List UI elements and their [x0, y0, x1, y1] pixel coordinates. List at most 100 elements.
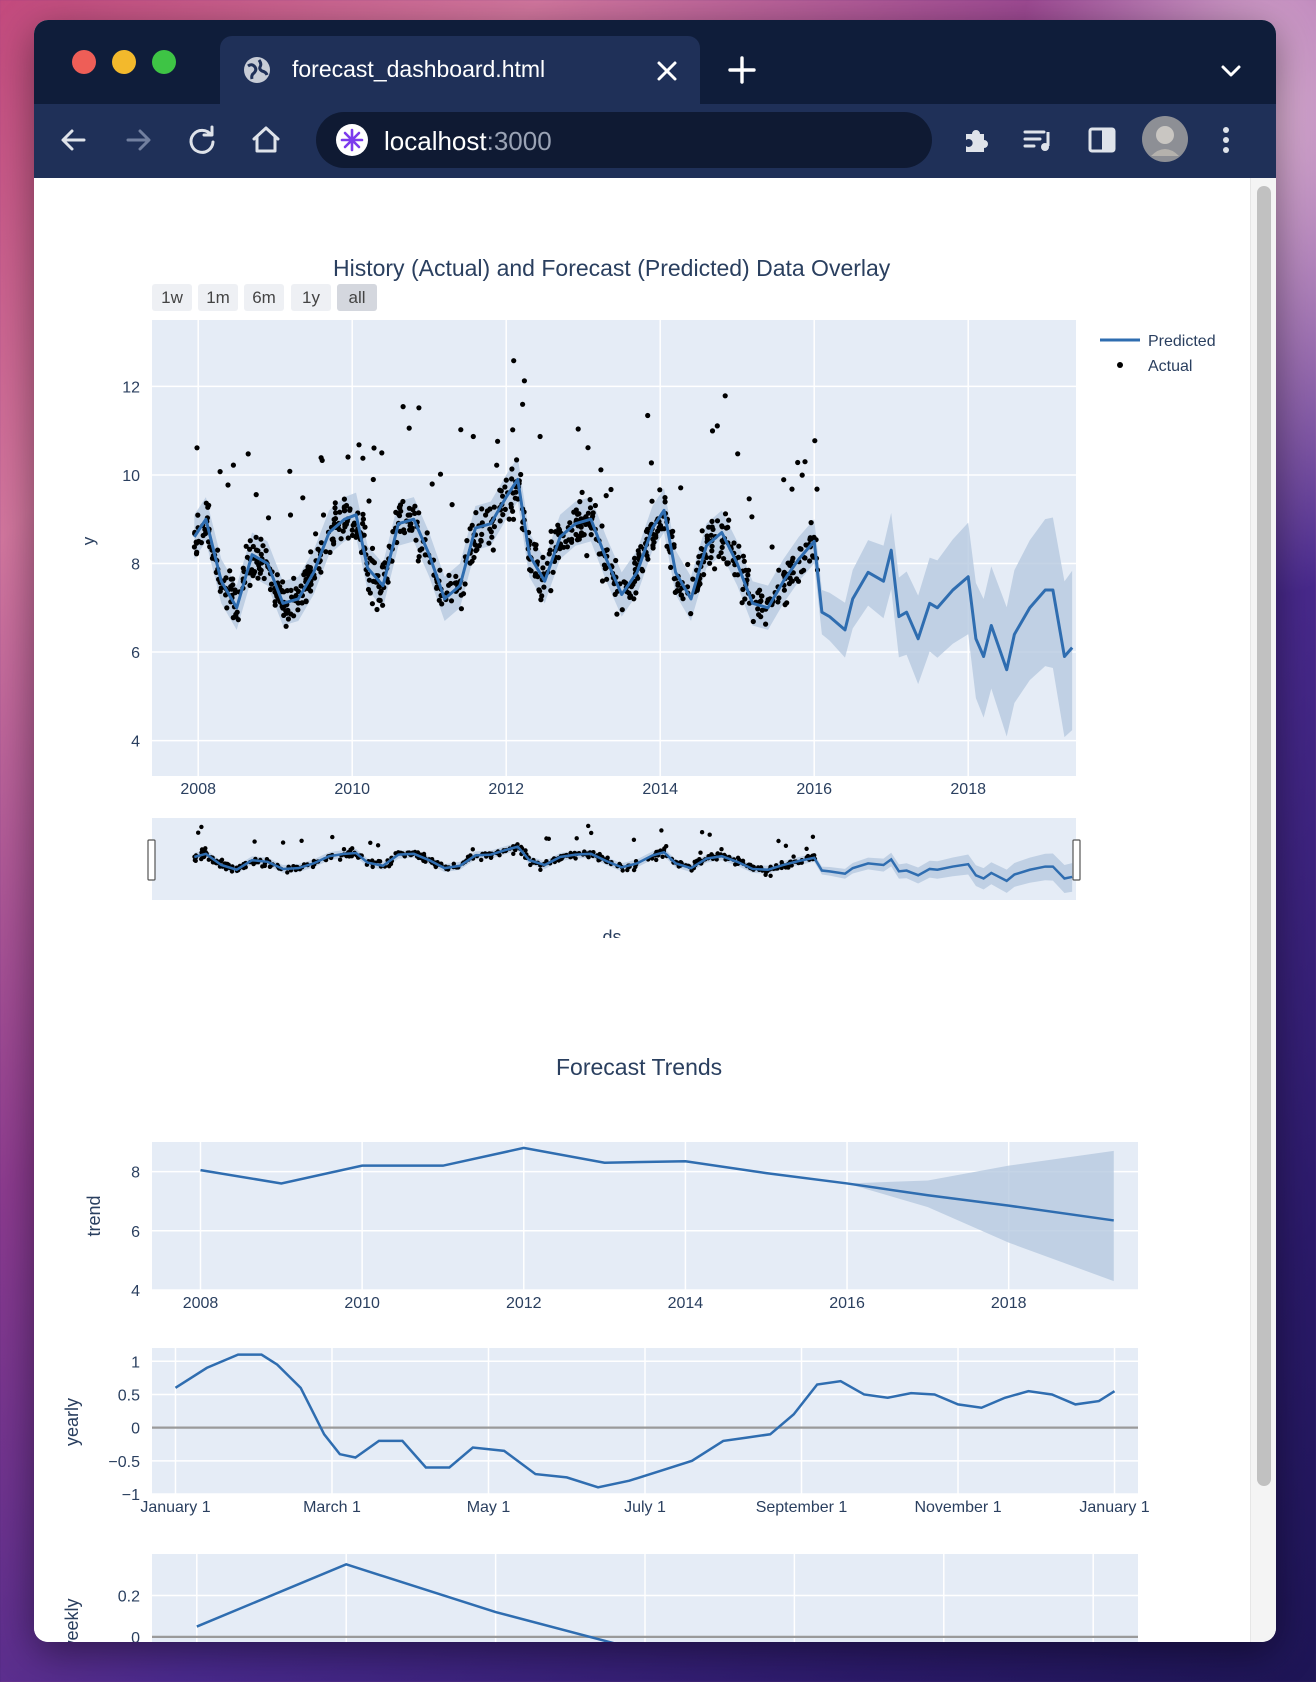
actual-point [377, 590, 383, 596]
back-icon[interactable] [54, 120, 94, 160]
actual-point [514, 457, 520, 463]
actual-point [575, 426, 581, 432]
actual-point [320, 512, 327, 518]
range-button-1m[interactable]: 1m [198, 284, 238, 311]
actual-point [564, 544, 571, 550]
actual-point [613, 557, 619, 564]
actual-point [604, 576, 610, 582]
range-slider-point [515, 842, 520, 847]
range-button-all[interactable]: all [337, 284, 377, 311]
minimize-window-button[interactable] [112, 50, 136, 74]
actual-point [776, 567, 782, 573]
maximize-window-button[interactable] [152, 50, 176, 74]
actual-point [736, 543, 742, 549]
actual-point [265, 515, 272, 521]
close-window-button[interactable] [72, 50, 96, 74]
actual-point [584, 553, 590, 559]
actual-point [784, 600, 790, 606]
reload-icon[interactable] [182, 120, 222, 160]
overlay-x-tick-label: 2010 [334, 781, 370, 798]
actual-point [288, 611, 294, 617]
browser-tab[interactable]: forecast_dashboard.html [220, 36, 700, 106]
actual-point [716, 553, 722, 560]
range-slider-handle-left[interactable] [147, 839, 156, 881]
actual-point [369, 601, 375, 607]
range-slider-point [660, 854, 665, 859]
actual-point [253, 534, 259, 540]
site-info-icon[interactable] [336, 124, 368, 156]
actual-point [709, 518, 715, 524]
overlay-x-tick-label: 2016 [796, 781, 832, 798]
forward-icon[interactable] [118, 120, 158, 160]
actual-point [632, 560, 638, 566]
trend-y-tick-label: 6 [131, 1224, 140, 1241]
actual-point [341, 508, 347, 514]
actual-point [678, 592, 685, 598]
actual-point [510, 516, 517, 522]
actual-point [349, 527, 355, 533]
actual-point [274, 572, 280, 578]
actual-point [247, 546, 253, 552]
actual-point [479, 531, 485, 537]
range-button-1w[interactable]: 1w [152, 284, 192, 311]
actual-point [644, 526, 651, 532]
actual-point [460, 591, 467, 597]
extensions-icon[interactable] [956, 120, 996, 160]
trend-line [200, 1146, 1114, 1222]
actual-point [397, 528, 403, 534]
new-tab-icon[interactable] [728, 56, 756, 84]
actual-point [313, 531, 319, 537]
actual-point [332, 500, 338, 506]
close-icon[interactable] [656, 60, 678, 82]
actual-point [495, 438, 501, 444]
range-button-6m[interactable]: 6m [244, 284, 284, 311]
overlay-y-axis-label: y [79, 536, 98, 545]
media-icon[interactable] [1018, 120, 1058, 160]
range-button-1y[interactable]: 1y [291, 284, 331, 311]
actual-point [217, 469, 223, 475]
menu-icon[interactable] [1206, 120, 1246, 160]
actual-point [627, 594, 633, 600]
actual-point [396, 513, 403, 519]
range-slider-handle-right[interactable] [1072, 839, 1081, 881]
actual-point [245, 451, 251, 457]
actual-point [487, 506, 493, 512]
actual-point [636, 551, 642, 557]
actual-point [486, 540, 492, 546]
actual-point [587, 505, 594, 511]
actual-point [341, 496, 347, 502]
actual-point [377, 597, 383, 604]
actual-point [585, 445, 591, 451]
scrollbar-thumb[interactable] [1257, 186, 1271, 1486]
overlay-y-tick-label: 4 [131, 734, 140, 751]
actual-point [385, 579, 391, 585]
actual-point [230, 462, 236, 468]
range-slider-point [349, 854, 354, 859]
actual-point [678, 485, 684, 491]
actual-point [462, 581, 468, 587]
avatar[interactable] [1142, 116, 1188, 162]
home-icon[interactable] [246, 120, 286, 160]
actual-point [573, 507, 579, 513]
actual-point [544, 560, 550, 566]
yearly-x-tick-label: September 1 [756, 1499, 848, 1516]
actual-point [746, 496, 752, 502]
actual-point [497, 487, 503, 493]
side-panel-icon[interactable] [1082, 120, 1122, 160]
range-slider-point [465, 854, 471, 859]
actual-point [742, 596, 748, 602]
actual-point [234, 609, 240, 615]
actual-point [598, 467, 604, 473]
tab-search-icon[interactable] [1220, 60, 1242, 82]
actual-point [633, 590, 639, 596]
actual-point [458, 427, 464, 433]
address-bar[interactable]: localhost:3000 [316, 112, 932, 168]
actual-point [458, 606, 464, 612]
range-slider-point [368, 840, 373, 845]
actual-point [699, 528, 705, 534]
actual-point [370, 476, 376, 483]
actual-point [291, 575, 297, 581]
range-slider-point [377, 859, 383, 864]
actual-point [750, 618, 756, 625]
page-scrollbar[interactable] [1250, 178, 1276, 1642]
